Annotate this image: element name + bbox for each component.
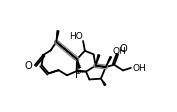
Text: OH: OH — [112, 47, 126, 56]
Text: O: O — [25, 61, 33, 70]
Text: HO: HO — [69, 32, 82, 41]
Polygon shape — [101, 79, 106, 86]
Text: O: O — [119, 44, 127, 54]
Text: F: F — [75, 70, 81, 80]
Text: OH: OH — [133, 64, 146, 73]
Polygon shape — [106, 57, 112, 67]
Polygon shape — [96, 55, 100, 66]
Polygon shape — [56, 31, 59, 43]
